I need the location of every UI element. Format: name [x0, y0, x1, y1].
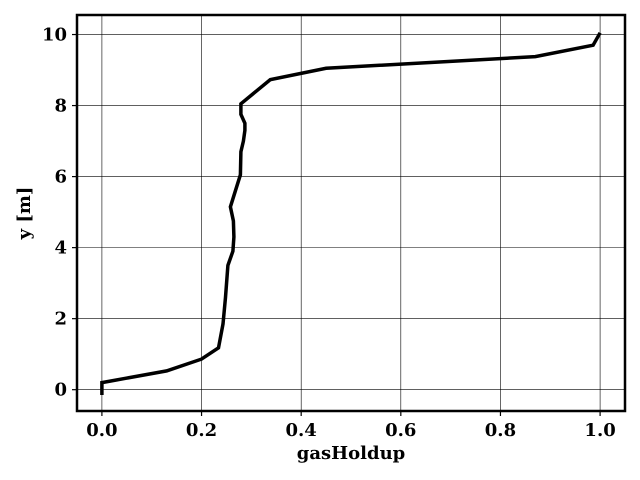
y-tick-label: 6 — [54, 167, 67, 188]
series-line — [100, 31, 602, 395]
x-tick-label: 0.8 — [485, 420, 516, 441]
grid-lines — [77, 15, 625, 411]
x-tick-label: 0.0 — [86, 420, 117, 441]
y-axis-ticks: 0 2 4 6 8 10 — [42, 25, 77, 401]
series-group — [100, 31, 602, 395]
plot-frame — [75, 13, 627, 413]
x-axis-ticks: 0.0 0.2 0.4 0.6 0.8 1.0 — [86, 411, 616, 441]
x-tick-label: 0.6 — [385, 420, 416, 441]
x-tick-label: 0.4 — [286, 420, 317, 441]
y-tick-label: 4 — [54, 238, 67, 259]
x-axis-label: gasHoldup — [297, 443, 406, 464]
y-tick-label: 8 — [54, 96, 67, 117]
x-tick-label: 0.2 — [186, 420, 217, 441]
y-tick-label: 2 — [54, 309, 67, 330]
y-axis-label: y [m] — [14, 187, 35, 241]
y-tick-label: 0 — [54, 380, 67, 401]
x-tick-label: 1.0 — [584, 420, 615, 441]
y-tick-label: 10 — [42, 25, 67, 46]
